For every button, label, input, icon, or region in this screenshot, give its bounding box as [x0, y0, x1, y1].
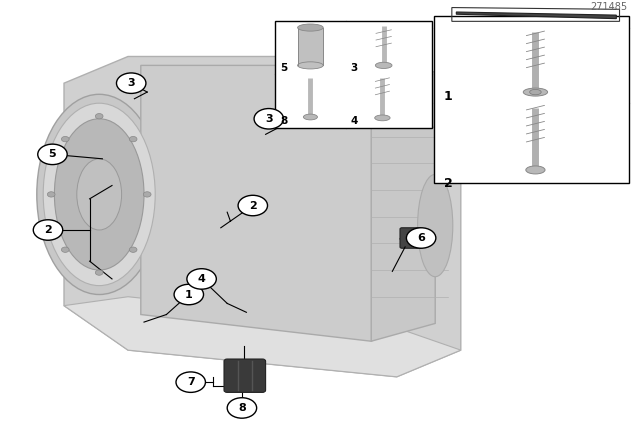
Polygon shape — [141, 65, 397, 341]
FancyBboxPatch shape — [224, 359, 266, 392]
Ellipse shape — [43, 103, 155, 286]
Ellipse shape — [95, 113, 103, 119]
Ellipse shape — [375, 115, 390, 121]
Circle shape — [227, 398, 257, 418]
Ellipse shape — [77, 159, 122, 230]
Circle shape — [254, 108, 284, 129]
Ellipse shape — [526, 166, 545, 174]
Text: 2: 2 — [249, 201, 257, 211]
Ellipse shape — [298, 62, 323, 69]
Bar — [275, 21, 432, 128]
Ellipse shape — [303, 114, 317, 120]
Circle shape — [174, 284, 204, 305]
Text: 5: 5 — [280, 63, 287, 73]
Ellipse shape — [61, 137, 69, 142]
Circle shape — [238, 195, 268, 216]
Circle shape — [187, 269, 216, 289]
Circle shape — [176, 372, 205, 392]
Ellipse shape — [129, 137, 137, 142]
Text: 8: 8 — [280, 116, 287, 126]
Ellipse shape — [54, 119, 144, 270]
Ellipse shape — [530, 90, 541, 95]
Polygon shape — [64, 297, 461, 377]
Text: 271485: 271485 — [590, 2, 627, 12]
Bar — [298, 28, 323, 65]
Circle shape — [116, 73, 146, 94]
Text: 3: 3 — [351, 63, 358, 73]
Ellipse shape — [95, 270, 103, 275]
Ellipse shape — [524, 88, 548, 96]
Polygon shape — [371, 110, 435, 341]
Ellipse shape — [143, 192, 151, 197]
Ellipse shape — [36, 95, 162, 294]
Circle shape — [38, 144, 67, 164]
Ellipse shape — [375, 62, 392, 69]
Text: 2: 2 — [444, 177, 452, 190]
Text: 6: 6 — [417, 233, 425, 243]
Text: 4: 4 — [198, 274, 205, 284]
Ellipse shape — [298, 24, 323, 31]
Circle shape — [406, 228, 436, 248]
Ellipse shape — [129, 247, 137, 252]
Ellipse shape — [61, 247, 69, 252]
Text: 4: 4 — [351, 116, 358, 126]
Polygon shape — [64, 56, 461, 377]
Text: 5: 5 — [49, 149, 56, 159]
Text: 1: 1 — [444, 90, 452, 103]
Bar — [434, 17, 629, 183]
Text: 3: 3 — [265, 114, 273, 124]
Text: 7: 7 — [187, 377, 195, 387]
Ellipse shape — [418, 174, 453, 277]
Text: 1: 1 — [185, 289, 193, 300]
Text: 3: 3 — [127, 78, 135, 88]
Text: 2: 2 — [44, 225, 52, 235]
Text: 8: 8 — [238, 403, 246, 413]
Circle shape — [33, 220, 63, 240]
Polygon shape — [456, 12, 616, 19]
FancyBboxPatch shape — [400, 228, 422, 248]
Ellipse shape — [47, 192, 55, 197]
